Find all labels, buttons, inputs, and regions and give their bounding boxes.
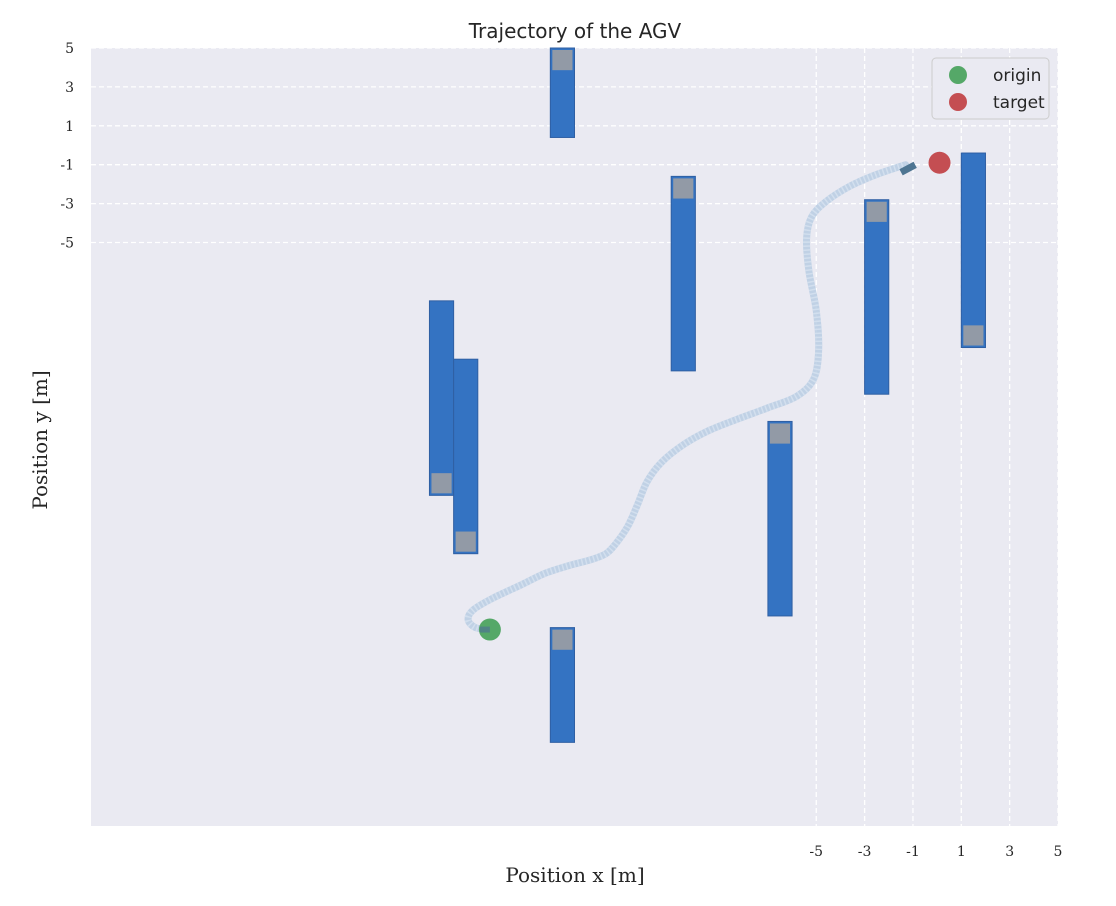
obstacle-sensor: [769, 423, 791, 444]
obstacle-sensor: [552, 50, 573, 71]
y-tick-label: 1: [65, 119, 74, 135]
obstacles: [428, 47, 986, 743]
obstacle: [864, 199, 890, 395]
obstacle: [960, 152, 986, 349]
obstacle-wall: [453, 358, 479, 555]
x-tick-label: -5: [809, 844, 823, 860]
agent-icon: [899, 161, 917, 176]
obstacle-wall: [767, 420, 793, 617]
x-tick-labels: -5 -3 -1 1 3 5: [809, 844, 1062, 860]
obstacle-sensor: [431, 473, 452, 494]
x-tick-label: -3: [858, 844, 872, 860]
obstacle-sensor: [673, 178, 694, 199]
obstacle: [428, 300, 455, 496]
obstacle: [670, 175, 696, 372]
obstacle-wall: [960, 152, 986, 349]
y-tick-label: -5: [60, 236, 74, 252]
obstacle-wall: [670, 175, 696, 372]
y-tick-label: 3: [65, 80, 74, 96]
legend-label: origin: [993, 66, 1041, 86]
y-tick-label: -1: [60, 158, 74, 174]
y-tick-label: -3: [60, 197, 74, 213]
obstacle-sensor: [866, 201, 887, 222]
x-tick-label: 1: [957, 844, 966, 860]
x-axis-label: Position x [m]: [505, 863, 644, 887]
legend-marker: [949, 93, 967, 111]
obstacle: [549, 47, 576, 138]
y-tick-label: 5: [65, 41, 74, 57]
x-tick-label: 5: [1054, 844, 1063, 860]
y-axis-label: Position y [m]: [28, 370, 52, 509]
x-tick-label: 3: [1005, 844, 1014, 860]
x-tick-label: -1: [906, 844, 920, 860]
chart-title: Trajectory of the AGV: [468, 19, 682, 43]
obstacle: [549, 627, 576, 743]
legend: origin target: [931, 57, 1050, 120]
y-tick-labels: 5 3 1 -1 -3 -5: [60, 41, 74, 252]
obstacle-sensor: [455, 531, 476, 552]
obstacle: [453, 358, 479, 555]
target-marker: [928, 151, 951, 174]
legend-label: target: [993, 93, 1045, 113]
trajectory: [464, 161, 910, 634]
markers: [478, 151, 951, 641]
obstacle-wall: [864, 199, 890, 395]
trajectory-hatch: [464, 161, 907, 634]
obstacle-sensor: [963, 325, 984, 346]
obstacle-sensor: [552, 629, 573, 650]
obstacle: [767, 420, 793, 617]
obstacle-wall: [428, 300, 455, 496]
legend-marker: [949, 66, 967, 84]
origin-agent-icon: [479, 626, 490, 633]
